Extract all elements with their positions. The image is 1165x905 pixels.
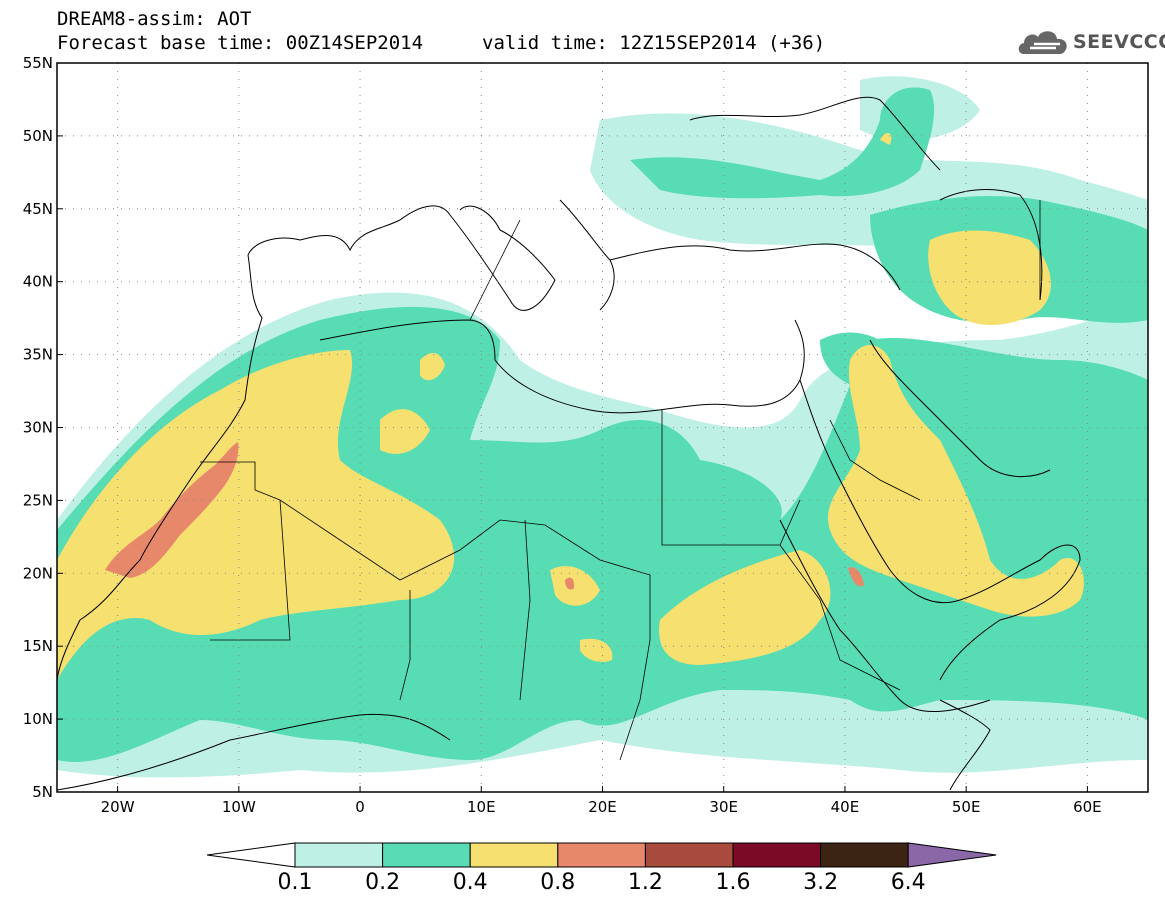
lat-tick-label: 40N (23, 273, 53, 291)
colorbar (206, 842, 997, 868)
coastlines (57, 96, 1081, 791)
colorbar-segment (294, 842, 384, 868)
lat-tick-label: 20N (23, 564, 53, 582)
colorbar-label: 0.1 (277, 870, 313, 895)
lat-tick-label: 55N (23, 54, 53, 72)
colorbar-label: 1.2 (627, 870, 663, 895)
forecast-base-time: Forecast base time: 00Z14SEP2014 (57, 32, 424, 54)
borders (200, 200, 1041, 761)
lon-tick-label: 10E (467, 798, 496, 816)
logo-text: SEEVCCC (1073, 31, 1165, 53)
lon-tick-label: 0 (355, 798, 365, 816)
colorbar-label: 1.6 (715, 870, 751, 895)
lon-tick-label: 50E (952, 798, 981, 816)
lat-tick-label: 5N (32, 783, 53, 801)
colorbar-segment (469, 842, 559, 868)
colorbar-label: 0.2 (365, 870, 401, 895)
lat-tick-label: 10N (23, 710, 53, 728)
lon-tick-label: 20W (101, 798, 135, 816)
axis-ticks: 20W 10W 0 10E 20E 30E 40E 50E 60E 55N 50N 45N 40N 35N… (23, 54, 1102, 816)
colorbar-segment (820, 842, 909, 868)
valid-time: valid time: 12Z15SEP2014 (+36) (482, 32, 826, 54)
colorbar-label: 0.4 (452, 870, 488, 895)
colorbar-upper-extend (907, 842, 997, 868)
colorbar-label: 6.4 (890, 870, 926, 895)
lat-tick-label: 50N (23, 127, 53, 145)
colorbar-segment (644, 842, 734, 868)
lat-tick-label: 15N (23, 637, 53, 655)
lon-tick-label: 10W (222, 798, 256, 816)
colorbar-segment (732, 842, 822, 868)
colorbar-lower-extend (206, 842, 296, 868)
cloud-icon (1018, 31, 1067, 54)
aot-field (57, 63, 1148, 792)
colorbar-label: 0.8 (540, 870, 576, 895)
lat-tick-label: 25N (23, 491, 53, 509)
lat-tick-label: 30N (23, 419, 53, 437)
lat-tick-label: 45N (23, 200, 53, 218)
lon-tick-label: 60E (1073, 798, 1102, 816)
lon-tick-label: 40E (831, 798, 860, 816)
seevccc-logo: SEEVCCC (1016, 24, 1165, 58)
colorbar-segment (557, 842, 646, 868)
map-title: DREAM8-assim: AOT (57, 8, 252, 30)
colorbar-label: 3.2 (803, 870, 839, 895)
colorbar-segment (382, 842, 471, 868)
lon-tick-label: 20E (588, 798, 617, 816)
lon-tick-label: 30E (709, 798, 738, 816)
lat-tick-label: 35N (23, 346, 53, 364)
